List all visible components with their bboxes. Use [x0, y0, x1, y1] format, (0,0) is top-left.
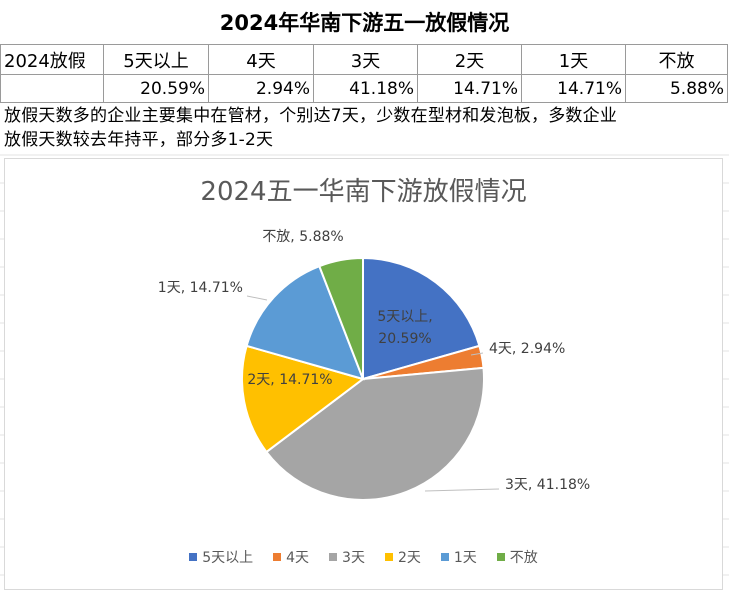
chart-legend: 5天以上 4天 3天 2天 1天 不放: [5, 547, 722, 567]
legend-label: 3天: [342, 550, 365, 566]
sheet-title: 2024年华南下游五一放假情况: [219, 11, 510, 35]
legend-swatch: [496, 553, 505, 561]
header-cell[interactable]: 5天以上: [103, 44, 209, 75]
value-cell[interactable]: 2.94%: [208, 74, 314, 103]
note-text: 放假天数多的企业主要集中在管材，个别达7天，少数在型材和发泡板，多数企业 放假天…: [4, 104, 724, 152]
pie-slice[interactable]: [241, 344, 366, 454]
value-cell[interactable]: 5.88%: [625, 74, 728, 103]
header-cell[interactable]: 2天: [417, 44, 522, 75]
value-cell[interactable]: 41.18%: [313, 74, 418, 103]
empty-cell[interactable]: [0, 74, 104, 103]
data-label: 4天, 2.94%: [489, 341, 565, 357]
legend-swatch: [329, 553, 338, 561]
header-cell[interactable]: 3天: [313, 44, 418, 75]
legend-swatch: [440, 553, 449, 561]
legend-swatch: [384, 553, 393, 561]
pie-plot-area: 5天以上, 20.59% 4天, 2.94% 3天, 41.18% 2天, 14.71%…: [158, 229, 590, 501]
legend-item[interactable]: 4天: [273, 547, 309, 567]
data-label: 不放, 5.88%: [262, 229, 343, 245]
pie-slice[interactable]: [362, 256, 481, 381]
legend-swatch: [273, 553, 282, 561]
note-line-1[interactable]: 放假天数多的企业主要集中在管材，个别达7天，少数在型材和发泡板，多数企业: [4, 106, 618, 126]
value-cell[interactable]: 14.71%: [417, 74, 522, 103]
chart-title: 2024五一华南下游放假情况: [200, 177, 527, 207]
table-values-row: 20.59% 2.94% 41.18% 14.71% 14.71% 5.88%: [0, 74, 728, 103]
data-label: 20.59%: [378, 331, 431, 347]
pie-slice[interactable]: [265, 366, 485, 501]
data-label: 5天以上,: [377, 309, 432, 325]
legend-label: 不放: [509, 550, 538, 566]
legend-item[interactable]: 2天: [384, 547, 421, 567]
legend-label: 2天: [397, 550, 421, 566]
leader-line: [470, 352, 484, 356]
header-label-cell[interactable]: 2024放假: [0, 44, 104, 75]
pie-slice[interactable]: [318, 256, 364, 380]
header-cell[interactable]: 4天: [208, 44, 314, 75]
leader-line: [424, 488, 500, 492]
data-label: 2天, 14.71%: [247, 372, 332, 388]
legend-item[interactable]: 不放: [496, 547, 538, 567]
data-label: 1天, 14.71%: [158, 280, 243, 296]
value-cell[interactable]: 14.71%: [521, 74, 626, 103]
legend-swatch: [189, 553, 198, 561]
header-cell[interactable]: 不放: [625, 44, 728, 75]
legend-label: 1天: [453, 550, 477, 566]
value-cell[interactable]: 20.59%: [103, 74, 209, 103]
legend-item[interactable]: 1天: [440, 547, 477, 567]
legend-item[interactable]: 5天以上: [189, 547, 253, 567]
pie-slice[interactable]: [245, 264, 365, 381]
data-label: 3天, 41.18%: [505, 477, 590, 493]
note-line-2[interactable]: 放假天数较去年持平，部分多1-2天: [4, 130, 274, 150]
legend-label: 4天: [286, 550, 310, 566]
pie-chart[interactable]: 2024五一华南下游放假情况 5天以上, 20.59% 4天, 2.94% 3天, 4…: [4, 158, 723, 590]
header-cell[interactable]: 1天: [521, 44, 626, 75]
legend-item[interactable]: 3天: [329, 547, 365, 567]
table-header-row: 2024放假 5天以上 4天 3天 2天 1天 不放: [0, 44, 728, 75]
holiday-table: 2024放假 5天以上 4天 3天 2天 1天 不放 20.59% 2.94% …: [0, 44, 728, 103]
legend-label: 5天以上: [202, 550, 254, 566]
leader-line: [246, 295, 268, 301]
